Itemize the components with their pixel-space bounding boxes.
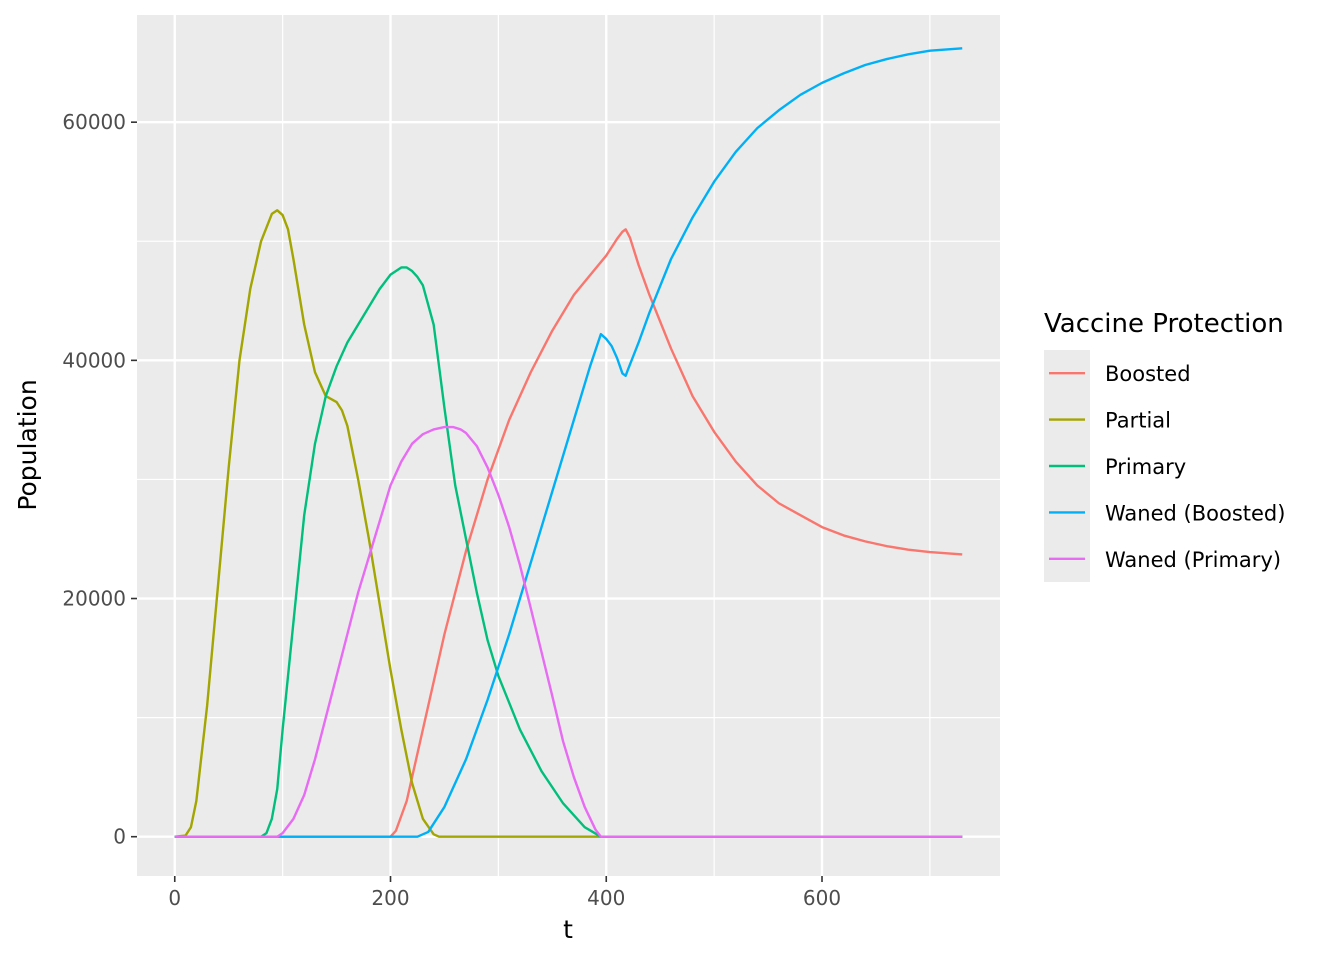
x-tick-label: 0: [168, 886, 181, 910]
minor-gridlines: [137, 15, 1000, 876]
x-tick-label: 400: [587, 886, 625, 910]
y-tick-label: 0: [113, 825, 126, 849]
x-tick-label: 600: [803, 886, 841, 910]
x-axis-ticks: 0 200 400 600: [168, 876, 841, 910]
y-axis-title: Population: [13, 379, 42, 510]
series-line-waned-primary: [174, 425, 963, 838]
legend-label: Boosted: [1105, 362, 1191, 386]
legend-label: Primary: [1105, 455, 1186, 479]
legend-items: Boosted Partial Primary Waned (Boosted) Wane…: [1049, 362, 1285, 572]
y-axis-ticks: 0 20000 40000 60000: [62, 110, 137, 849]
x-tick-label: 200: [371, 886, 409, 910]
x-axis-title: t: [563, 915, 573, 944]
legend-label: Waned (Boosted): [1105, 501, 1285, 525]
y-tick-label: 60000: [62, 110, 126, 134]
y-tick-label: 40000: [62, 348, 126, 372]
legend: Vaccine Protection Boosted Partial Primary…: [1044, 309, 1285, 582]
y-tick-label: 20000: [62, 587, 126, 611]
plot-panel: [137, 15, 1000, 876]
series-lines: [174, 47, 963, 838]
series-line-boosted: [174, 228, 963, 838]
legend-label: Partial: [1105, 409, 1171, 433]
series-line-primary: [174, 266, 963, 838]
legend-label: Waned (Primary): [1105, 548, 1281, 572]
series-line-waned-boosted: [174, 47, 963, 838]
major-gridlines: [137, 15, 1000, 876]
series-line-partial: [174, 209, 963, 838]
legend-title: Vaccine Protection: [1044, 309, 1284, 339]
